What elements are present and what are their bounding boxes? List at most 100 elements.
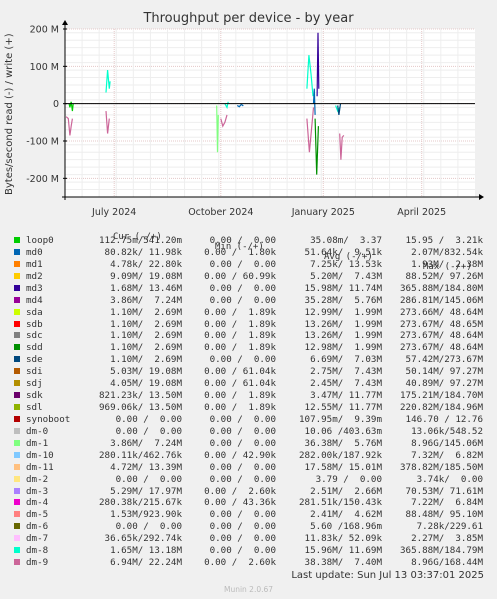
legend-device-name: dm-5: [26, 509, 49, 521]
legend-max-value: 3.74k/ 0.00: [416, 473, 483, 485]
legend-device-name: dm-2: [26, 473, 49, 485]
legend-row-dm-0: dm-0 0.00 / 0.00 0.00 / 0.00 10.06 /403.63m…: [0, 426, 497, 437]
legend-swatch: [14, 248, 20, 255]
legend-swatch: [14, 332, 20, 339]
legend-swatch: [14, 487, 20, 494]
legend-device-name: dm-0: [26, 425, 49, 437]
series-line-3: [105, 111, 110, 134]
last-update: Last update: Sun Jul 13 03:37:01 2025: [291, 570, 484, 581]
legend-max-value: 8.96G/145.06M: [411, 437, 483, 449]
series-line-8: [306, 55, 314, 97]
legend-row-sdd: sdd 1.10M/ 2.69M 0.00 / 1.89k 12.98M/ 1.99M…: [0, 342, 497, 353]
legend-row-dm-10: dm-10 280.11k/462.76k 0.00 / 42.90k 282.00k…: [0, 450, 497, 461]
legend-device-name: sdi: [26, 366, 43, 378]
legend-avg-value: 12.98M/ 1.99M: [304, 342, 382, 354]
legend-row-sdi: sdi 5.03M/ 19.08M 0.00 / 61.04k 2.75M/ 7.43…: [0, 366, 497, 377]
legend-device-name: dm-1: [26, 437, 49, 449]
legend-min-value: 0.00 / 0.00: [209, 282, 276, 294]
x-tick-label: April 2025: [397, 207, 446, 218]
legend-cur-value: 4.78k/ 22.80k: [110, 258, 182, 270]
legend-cur-value: 4.72M/ 13.39M: [110, 461, 182, 473]
legend-header-min: Min (-/+): [215, 242, 264, 252]
legend-row-sda: sda 1.10M/ 2.69M 0.00 / 1.89k 12.99M/ 1.99M…: [0, 307, 497, 318]
series-line-5: [220, 114, 228, 128]
legend-cur-value: 1.10M/ 2.69M: [110, 306, 182, 318]
legend-max-value: 1.93M/ 2.38M: [411, 258, 483, 270]
legend-avg-value: 2.45M/ 7.43M: [310, 378, 382, 390]
legend-row-sdb: sdb 1.10M/ 2.69M 0.00 / 1.89k 13.26M/ 1.99M…: [0, 319, 497, 330]
legend-cur-value: 280.38k/215.67k: [99, 497, 182, 509]
legend-avg-value: 281.51k/150.43k: [299, 497, 382, 509]
legend-max-value: 273.67M/ 48.65M: [400, 318, 483, 330]
legend-max-value: 365.88M/184.79M: [400, 545, 483, 557]
legend-row-dm-8: dm-8 1.65M/ 13.18M 0.00 / 0.00 15.96M/ 11.6…: [0, 545, 497, 556]
legend-min-value: 0.00 / 1.89k: [204, 342, 276, 354]
legend-avg-value: 2.41M/ 4.62M: [310, 509, 382, 521]
legend-max-value: 57.42M/273.67M: [405, 354, 483, 366]
series-line-12: [314, 118, 319, 175]
y-tick-label: 200 M: [30, 25, 59, 36]
y-tick-labels: 200 M 100 M 0 -100 M -200 M: [26, 25, 59, 185]
legend-cur-value: 0.00 / 0.00: [115, 413, 182, 425]
legend-row-sdc: sdc 1.10M/ 2.69M 0.00 / 1.89k 13.26M/ 1.99M…: [0, 330, 497, 341]
legend-row-dm-5: dm-5 1.53M/923.90k 0.00 / 0.00 2.41M/ 4.62M…: [0, 509, 497, 520]
legend-avg-value: 15.96M/ 11.69M: [304, 545, 382, 557]
series-line-7: [236, 103, 244, 108]
legend-cur-value: 280.11k/462.76k: [99, 449, 182, 461]
legend-swatch: [14, 344, 20, 351]
legend-device-name: dm-9: [26, 557, 49, 569]
legend-cur-value: 1.68M/ 13.46M: [110, 282, 182, 294]
legend-avg-value: 2.75M/ 7.43M: [310, 366, 382, 378]
legend-swatch: [14, 308, 20, 315]
legend-max-value: 220.82M/184.96M: [400, 402, 483, 414]
x-axis-arrow: [479, 194, 484, 200]
legend-min-value: 0.00 / 0.00: [209, 545, 276, 557]
legend-swatch: [14, 511, 20, 518]
legend-swatch: [14, 260, 20, 267]
legend-cur-value: 1.10M/ 2.69M: [110, 354, 182, 366]
legend-avg-value: 6.69M/ 7.03M: [310, 354, 382, 366]
legend-device-name: loop0: [26, 235, 54, 246]
legend-avg-value: 11.83k/ 52.09k: [304, 533, 382, 545]
legend-min-value: 0.00 / 61.04k: [204, 366, 276, 378]
legend-cur-value: 5.29M/ 17.97M: [110, 485, 182, 497]
y-tick-label: -100 M: [26, 137, 59, 148]
legend-min-value: 0.00 / 61.04k: [204, 378, 276, 390]
legend-avg-value: 7.25k/ 13.53k: [310, 258, 382, 270]
legend-swatch: [14, 523, 20, 530]
legend-min-value: 0.00 / 1.89k: [204, 330, 276, 342]
legend-device-name: sdk: [26, 390, 43, 402]
legend-max-value: 273.67M/ 48.64M: [400, 342, 483, 354]
legend-swatch: [14, 559, 20, 566]
legend-header-cur: Cur (-/+): [113, 232, 162, 242]
legend-min-value: 0.00 / 0.00: [209, 235, 276, 246]
legend-min-value: 0.00 / 0.00: [209, 521, 276, 533]
legend-max-value: 7.22M/ 6.84M: [411, 497, 483, 509]
legend-min-value: 0.00 / 1.80k: [204, 246, 276, 258]
x-tick-label: January 2025: [291, 207, 355, 218]
legend-swatch: [14, 356, 20, 363]
legend-device-name: dm-7: [26, 533, 49, 545]
series-line-10: [312, 88, 316, 115]
legend-device-name: md1: [26, 258, 43, 270]
series-line-1: [65, 116, 73, 136]
legend-avg-value: 17.58M/ 15.01M: [304, 461, 382, 473]
legend-min-value: 0.00 / 0.00: [209, 425, 276, 437]
legend-min-value: 0.00 / 1.89k: [204, 318, 276, 330]
series-line-0: [68, 101, 74, 112]
legend-swatch: [14, 272, 20, 279]
legend-swatch: [14, 320, 20, 327]
legend-row-dm-6: dm-6 0.00 / 0.00 0.00 / 0.00 5.60 /168.96m 7…: [0, 521, 497, 532]
legend-row-sdk: sdk 821.23k/ 13.50M 0.00 / 1.89k 3.47M/ 11.…: [0, 390, 497, 401]
legend-max-value: 273.66M/ 48.64M: [400, 306, 483, 318]
legend-swatch: [14, 296, 20, 303]
legend-cur-value: 821.23k/ 13.50M: [99, 390, 182, 402]
legend-max-value: 7.32M/ 6.82M: [411, 449, 483, 461]
legend-header-avg: Avg (-/+): [324, 252, 373, 262]
legend-cur-value: 3.86M/ 7.24M: [110, 437, 182, 449]
legend-avg-value: 15.98M/ 11.74M: [304, 282, 382, 294]
legend-header: Cur (-/+) Min (-/+) Avg (-/+) Max (-/+): [0, 222, 497, 272]
legend-swatch: [14, 404, 20, 411]
legend-row-md3: md3 1.68M/ 13.46M 0.00 / 0.00 15.98M/ 11.74…: [0, 283, 497, 294]
legend-cur-value: 0.00 / 0.00: [115, 473, 182, 485]
